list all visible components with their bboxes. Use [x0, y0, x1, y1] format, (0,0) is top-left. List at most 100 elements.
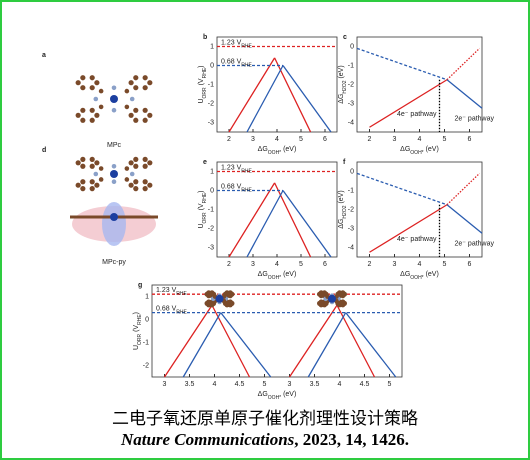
plot-frame — [216, 161, 338, 258]
atom — [147, 80, 153, 86]
atom — [89, 156, 95, 162]
y-axis-label-part: ΔG — [338, 219, 345, 229]
y-axis-label-part: ) — [198, 190, 205, 192]
y-axis-label-part: ΔG — [338, 94, 345, 104]
x-tick-label: 6 — [323, 136, 327, 143]
atom — [80, 117, 86, 123]
y-tick-label: -1 — [143, 340, 149, 347]
atom — [89, 179, 95, 185]
pathway-label-part: 4e⁻ pathway — [397, 236, 437, 243]
y-axis-label: UORR (VRHE) — [198, 65, 208, 103]
x-tick-label: 4.5 — [360, 381, 370, 388]
atom — [133, 75, 139, 81]
atom — [98, 88, 104, 94]
panel-label: f — [343, 159, 346, 166]
ref-label-part: 1.23 V — [156, 287, 177, 294]
pathway-label-part: 4e⁻ pathway — [397, 111, 437, 118]
atom — [209, 290, 215, 296]
metal-atom — [110, 95, 118, 103]
ref-label: 1.23 VRHE — [221, 165, 252, 175]
atom — [147, 160, 153, 166]
metal-atom — [215, 294, 224, 303]
journal: Nature Communications — [120, 430, 295, 449]
blue-line — [282, 190, 332, 258]
atom — [129, 96, 135, 102]
x-tick-label: 6 — [468, 136, 472, 143]
atom — [75, 182, 81, 188]
atom — [94, 182, 100, 188]
y-axis-label: ΔGH2O2 (eV) — [338, 190, 348, 228]
y-axis-label-part: RHE — [202, 67, 208, 78]
ref-label: 0.68 VRHE — [221, 184, 252, 194]
blue-line — [246, 65, 284, 133]
ref-label-part: RHE — [241, 169, 252, 175]
atom — [142, 75, 148, 81]
atom — [133, 85, 139, 91]
atom — [124, 104, 130, 110]
metal-atom — [110, 170, 118, 178]
caption-title: 二电子氧还原单原子催化剂理性设计策略 — [112, 409, 418, 429]
atom — [80, 85, 86, 91]
x-tick-label: 5 — [443, 261, 447, 268]
blue-line — [246, 190, 284, 258]
atom — [142, 186, 148, 192]
ref-label: 0.68 VRHE — [156, 306, 187, 316]
pathway-label: 2e⁻ pathway — [455, 241, 495, 248]
red-line — [274, 182, 312, 258]
y-axis-label-part: ORR — [137, 333, 143, 345]
x-axis-label: ΔGOOH* (eV) — [400, 146, 439, 156]
y-tick-label: -3 — [208, 245, 214, 252]
atom — [142, 85, 148, 91]
ref-label-part: RHE — [176, 291, 187, 297]
atom — [124, 166, 130, 171]
atom — [340, 299, 346, 305]
atom — [75, 112, 81, 118]
plot-frame — [151, 284, 403, 378]
atom — [94, 80, 100, 86]
x-tick-label: 5 — [443, 136, 447, 143]
blue-line — [345, 312, 397, 378]
x-tick-label: 2 — [368, 136, 372, 143]
atom — [94, 160, 100, 166]
x-tick-label: 3 — [163, 381, 167, 388]
orbital — [102, 202, 126, 246]
y-axis-label-part: ) — [133, 312, 140, 314]
red-dotted — [446, 172, 480, 206]
atom — [111, 85, 117, 91]
panel-label: b — [203, 34, 207, 41]
y-axis-label-part: (V — [198, 78, 205, 87]
atom — [142, 179, 148, 185]
y-tick-label: 1 — [145, 294, 149, 301]
panel-label: c — [343, 34, 347, 41]
atom — [142, 107, 148, 113]
y-tick-label: 0 — [210, 63, 214, 70]
y-tick-label: -1 — [348, 63, 354, 70]
red-line — [211, 304, 251, 378]
x-axis-label-part: (eV) — [281, 391, 296, 398]
red-line — [369, 204, 448, 253]
x-axis-label-part: OOH* — [268, 275, 281, 281]
atom — [129, 171, 135, 177]
x-tick-label: 2 — [368, 261, 372, 268]
blue-line — [220, 312, 272, 378]
atom — [93, 171, 99, 177]
ref-label-part: 0.68 V — [221, 184, 242, 191]
ref-label-part: 0.68 V — [221, 59, 242, 66]
y-axis-label-part: ORR — [202, 87, 208, 99]
y-axis-label: UORR (VRHE) — [133, 312, 143, 350]
atom — [89, 75, 95, 81]
y-tick-label: -1 — [208, 82, 214, 89]
y-tick-label: -2 — [348, 207, 354, 214]
x-tick-label: 3 — [288, 381, 292, 388]
x-tick-label: 4 — [275, 136, 279, 143]
atom — [93, 96, 99, 102]
x-tick-label: 6 — [323, 261, 327, 268]
x-axis-label-part: OOH* — [268, 150, 281, 156]
x-axis-label-part: ΔG — [400, 271, 410, 278]
pathway-label-part: 2e⁻ pathway — [455, 241, 495, 248]
x-axis-label-part: (eV) — [281, 146, 296, 153]
atom — [133, 179, 139, 185]
x-tick-label: 5 — [263, 381, 267, 388]
atom — [142, 163, 148, 169]
